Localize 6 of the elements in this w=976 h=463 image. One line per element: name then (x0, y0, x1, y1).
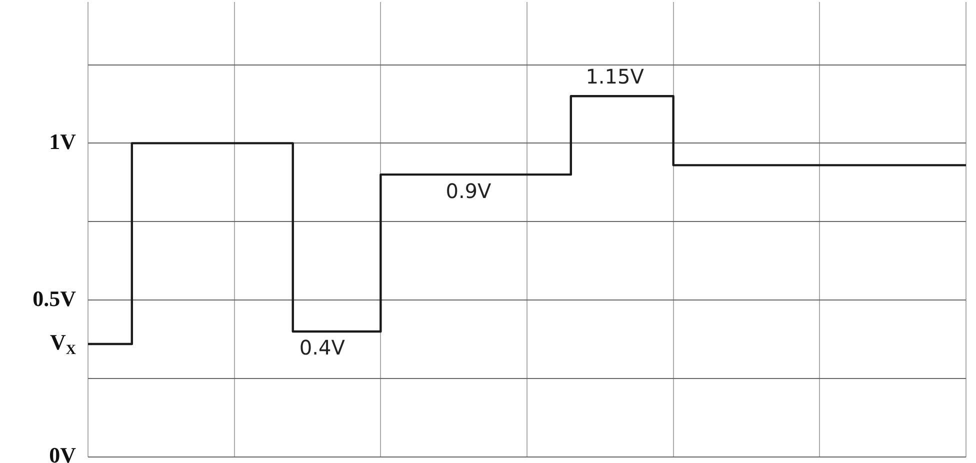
data-label: 1.15V (586, 64, 644, 88)
y-tick-label: 1V (49, 128, 76, 154)
data-label: 0.4V (299, 336, 346, 360)
y-tick-label: 0.5V (32, 286, 76, 311)
y-tick-label: 0V (49, 442, 76, 463)
data-label: 0.9V (446, 178, 492, 203)
